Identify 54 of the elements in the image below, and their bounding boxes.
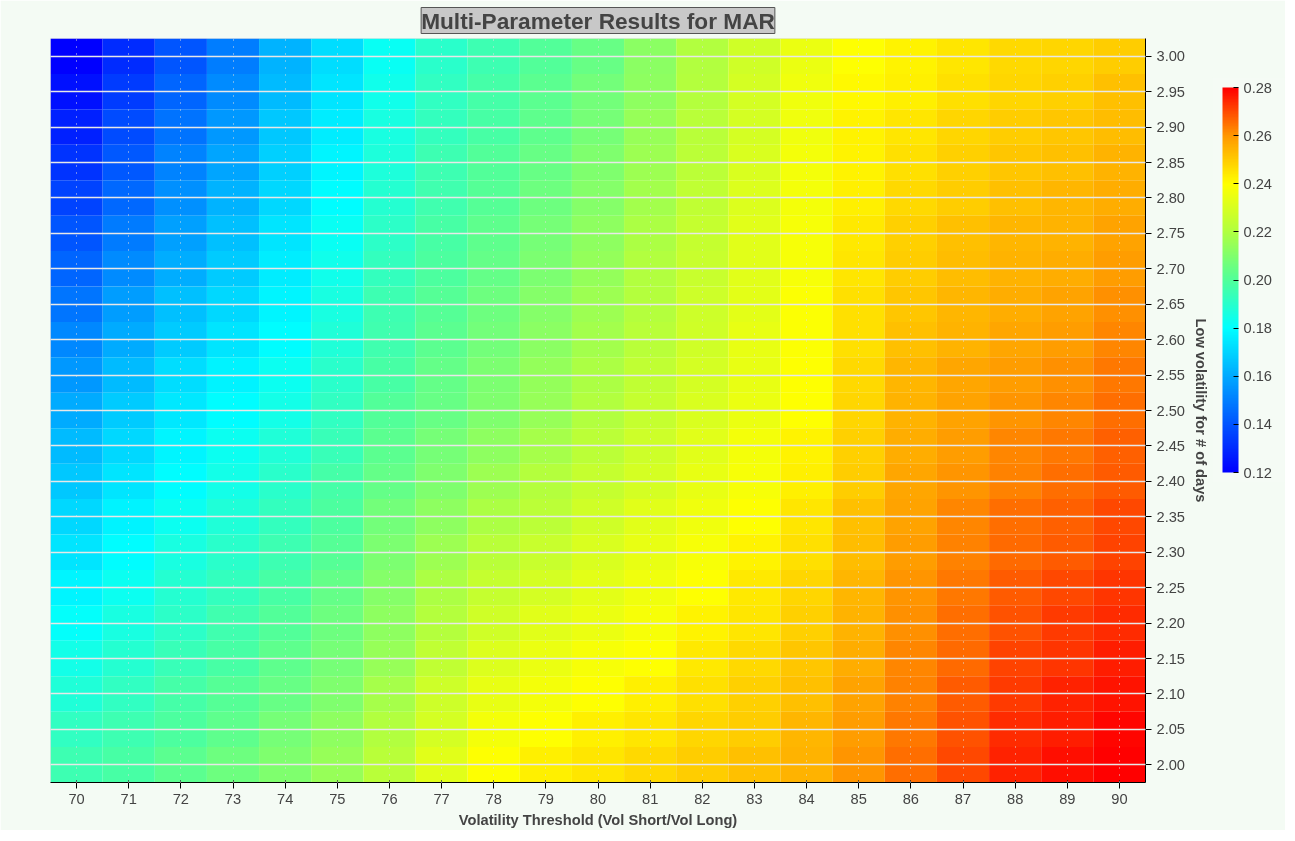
color-bar-label: 0.14 bbox=[1243, 416, 1273, 433]
x-tick-label: 83 bbox=[746, 790, 763, 807]
x-tick-label: 88 bbox=[1006, 790, 1024, 807]
color-bar-label: 0.28 bbox=[1243, 79, 1273, 96]
y-tick-label: 2.60 bbox=[1156, 331, 1186, 348]
x-tick-label: 71 bbox=[120, 790, 137, 807]
y-tick-label: 2.65 bbox=[1156, 296, 1186, 313]
x-tick-label: 73 bbox=[224, 790, 242, 807]
x-tick-label: 80 bbox=[589, 790, 607, 807]
x-tick-label: 77 bbox=[433, 790, 450, 807]
y-axis-title: Low volatility for # of days bbox=[1193, 318, 1210, 503]
x-tick-label: 89 bbox=[1059, 790, 1076, 807]
y-tick-label: 2.10 bbox=[1156, 685, 1186, 702]
x-tick-label: 84 bbox=[798, 790, 815, 807]
color-bar-label: 0.24 bbox=[1243, 175, 1273, 192]
y-tick-label: 2.70 bbox=[1156, 260, 1186, 277]
x-axis-title: Volatility Threshold (Vol Short/Vol Long) bbox=[458, 811, 738, 828]
chart-title: Multi-Parameter Results for MAR bbox=[421, 7, 775, 34]
x-tick-label: 75 bbox=[329, 790, 346, 807]
x-tick-label: 81 bbox=[641, 790, 659, 807]
x-tick-label: 78 bbox=[485, 790, 502, 807]
y-tick-label: 2.00 bbox=[1156, 756, 1186, 773]
x-tick-label: 85 bbox=[850, 790, 867, 807]
x-tick-label: 70 bbox=[68, 790, 85, 807]
x-tick-label: 79 bbox=[537, 790, 555, 807]
y-tick-label: 2.55 bbox=[1156, 367, 1186, 384]
y-tick-label: 2.80 bbox=[1156, 189, 1186, 206]
y-tick-label: 2.95 bbox=[1156, 83, 1186, 100]
color-bar-label: 0.12 bbox=[1243, 464, 1273, 481]
y-tick-label: 2.25 bbox=[1156, 579, 1186, 596]
color-bar-label: 0.20 bbox=[1243, 272, 1273, 288]
color-bar-label: 0.22 bbox=[1243, 223, 1273, 240]
x-tick-label: 90 bbox=[1111, 790, 1128, 807]
x-tick-label: 74 bbox=[276, 790, 294, 807]
x-tick-label: 72 bbox=[172, 790, 190, 807]
x-tick-label: 87 bbox=[954, 790, 972, 807]
y-tick-label: 2.30 bbox=[1156, 544, 1186, 561]
y-tick-label: 2.40 bbox=[1156, 473, 1186, 490]
y-tick-label: 3.00 bbox=[1156, 48, 1186, 65]
y-tick-label: 2.20 bbox=[1156, 615, 1186, 632]
y-tick-label: 2.50 bbox=[1156, 402, 1186, 419]
y-tick-label: 2.35 bbox=[1156, 508, 1186, 525]
color-bar-label: 0.18 bbox=[1243, 320, 1273, 337]
y-tick-label: 2.45 bbox=[1156, 437, 1186, 454]
y-tick-label: 2.05 bbox=[1156, 721, 1186, 738]
y-tick-label: 2.75 bbox=[1156, 225, 1186, 242]
color-bar-label: 0.26 bbox=[1243, 127, 1273, 144]
x-tick-label: 86 bbox=[902, 790, 920, 807]
y-tick-label: 2.85 bbox=[1156, 154, 1186, 171]
x-tick-label: 76 bbox=[381, 790, 398, 807]
color-bar-label: 0.16 bbox=[1243, 368, 1273, 385]
y-tick-label: 2.15 bbox=[1156, 650, 1186, 667]
x-tick-label: 82 bbox=[694, 790, 711, 807]
y-tick-label: 2.90 bbox=[1156, 119, 1186, 136]
